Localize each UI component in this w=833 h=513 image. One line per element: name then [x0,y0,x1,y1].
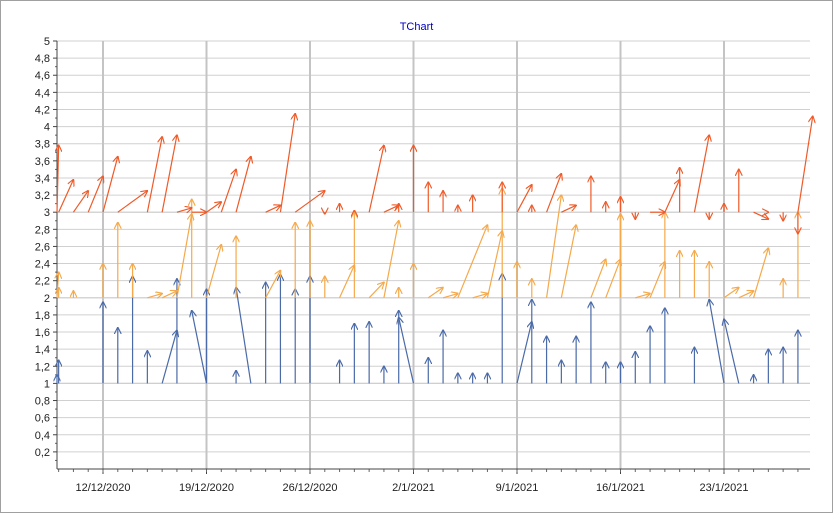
data-arrow [516,322,532,384]
data-arrow [176,208,192,212]
y-tick-label: 1 [44,378,50,390]
data-arrow [472,294,488,298]
data-arrow [693,135,709,213]
y-tick-label: 0,2 [35,447,50,459]
data-arrow [368,282,384,299]
y-tick-label: 3,2 [35,190,50,202]
y-tick-label: 3 [44,207,50,219]
data-arrow [560,225,576,298]
data-arrow [605,259,621,299]
y-tick-label: 3,4 [35,173,50,185]
data-arrow [399,317,415,384]
y-tick-label: 4,4 [35,87,50,99]
data-arrow [72,191,88,213]
data-arrow [161,135,177,213]
x-tick-label: 16/1/2021 [596,482,645,494]
data-arrow [161,330,177,384]
data-arrow [649,262,665,299]
data-arrow [161,291,177,299]
y-tick-label: 3,8 [35,139,50,151]
data-arrow [192,311,208,384]
data-arrow [516,185,532,213]
x-tick-label: 26/12/2020 [282,482,337,494]
chart-title: TChart [399,21,434,33]
data-arrow [206,202,222,213]
data-arrow [236,288,252,384]
data-arrow [723,288,739,299]
data-arrow [58,180,74,213]
data-arrow [635,294,650,298]
data-arrow [664,180,680,213]
data-arrow [546,174,562,213]
data-arrow [87,176,103,213]
data-arrow [117,191,148,213]
grid [57,40,810,469]
data-arrow [383,205,399,213]
y-tick-label: 0,6 [35,413,50,425]
y-tick-label: 2,2 [35,276,50,288]
y-tick-label: 5 [44,36,50,48]
data-arrow [457,225,488,299]
data-arrow [147,294,162,298]
data-arrow [442,294,458,298]
data-arrow [724,319,740,384]
x-tick-label: 23/1/2021 [700,482,749,494]
y-tick-label: 0,8 [35,396,50,408]
data-arrow [561,205,576,213]
data-arrow [102,157,118,213]
y-tick-label: 1,6 [35,327,50,339]
data-arrow [294,191,325,213]
data-arrow [427,288,443,299]
x-tick-label: 9/1/2021 [496,482,539,494]
data-arrow [797,116,813,213]
data-arrow [383,221,399,298]
y-tick-label: 4,6 [35,70,50,82]
y-tick-label: 3,6 [35,156,50,168]
y-tick-label: 2,4 [35,259,50,271]
data-arrow [590,259,606,299]
data-arrow [368,145,384,213]
data-arrow [753,211,769,219]
data-arrow [545,195,562,298]
x-tick-label: 19/12/2020 [179,482,234,494]
data-arrow [265,205,281,213]
y-tick-label: 2,8 [35,224,50,236]
y-tick-label: 4,2 [35,104,50,116]
y-tick-label: 1,8 [35,310,50,322]
y-tick-label: 2 [44,293,50,305]
data-arrow [752,248,769,298]
data-arrow [265,270,281,299]
data-arrow [235,157,251,213]
data-arrow [279,114,295,213]
data-arrow [176,214,192,298]
series-group [57,188,798,298]
data-arrow [205,245,222,298]
y-tick-label: 2,6 [35,241,50,253]
data-arrow [709,300,725,384]
series-arrows [57,114,813,384]
data-arrow [738,291,754,299]
data-arrow [486,231,502,298]
series-group [57,114,813,234]
axes: 0,2 0,4 0,6 0,8 1 1,2 1,4 1,6 1,8 2 2,2 2,4 2,6 2,8 3 3… [35,36,810,494]
y-tick-label: 1,2 [35,361,50,373]
data-arrow [57,145,59,213]
y-tick-label: 4,8 [35,53,50,65]
x-tick-label: 2/1/2021 [392,482,435,494]
data-arrow [146,137,162,213]
y-tick-label: 0,4 [35,430,50,442]
data-arrow [220,169,236,213]
series-group [57,274,798,384]
y-tick-label: 1,4 [35,344,50,356]
data-arrow [339,265,355,299]
y-tick-label: 4 [44,122,50,134]
x-tick-label: 12/12/2020 [75,482,130,494]
